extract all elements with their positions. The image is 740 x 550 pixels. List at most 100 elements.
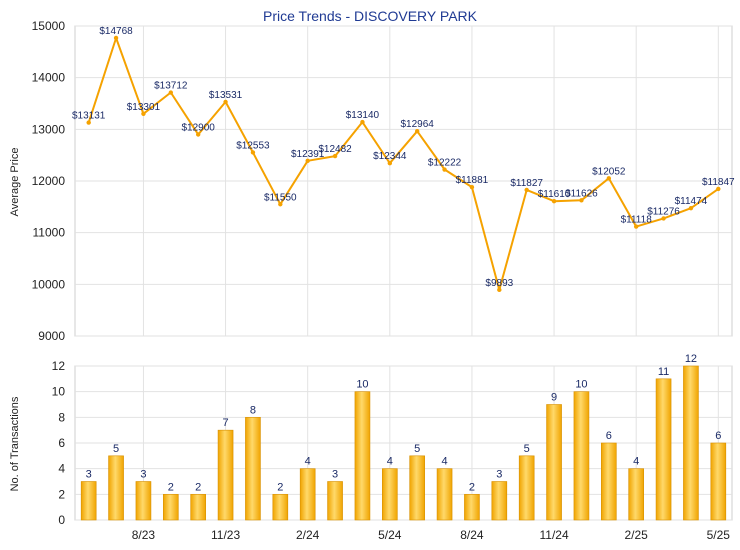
price-y-tick-label: 9000 [38,329,65,343]
price-data-label: $12482 [318,144,352,155]
transactions-bar [135,481,152,521]
price-gridlines: 9000 10000 11000 12000 13000 14000 15000 [32,19,733,343]
transactions-data-label: 3 [332,469,338,481]
transactions-data-label: 5 [524,443,530,455]
price-point [86,120,91,125]
price-data-label: $11550 [264,192,297,203]
price-data-label: $12553 [236,140,270,151]
x-tick-label: 11/24 [539,528,568,542]
price-point [223,99,228,105]
x-tick-label: 2/25 [625,528,649,542]
price-y-tick-label: 13000 [32,122,66,136]
transactions-bar [354,391,371,521]
transactions-data-label: 11 [658,366,669,378]
price-data-label: $11474 [675,196,708,207]
price-data-label: $14768 [99,26,133,37]
transactions-y-tick-label: 12 [52,359,66,373]
transactions-bar [601,442,617,521]
price-axis-title: Average Price [9,148,21,217]
transactions-y-tick-label: 2 [58,487,65,501]
price-point [414,128,420,134]
price-data-label: $13140 [346,110,380,121]
transactions-data-label: 10 [356,379,368,391]
price-data-label: $12052 [592,166,626,177]
transactions-bar [655,378,672,521]
transactions-y-tick-label: 10 [52,385,66,399]
price-data-label: $12391 [291,149,325,160]
price-y-tick-label: 10000 [32,277,66,291]
price-data-label: $13131 [72,111,106,122]
transactions-data-label: 4 [633,456,639,468]
transactions-data-label: 4 [387,456,393,468]
price-point [168,90,174,95]
transactions-data-label: 10 [575,379,587,391]
price-data-label: $12900 [182,123,216,134]
transactions-bar [710,442,727,521]
transactions-bar [409,455,425,521]
transactions-data-label: 7 [223,417,229,429]
price-y-tick-label: 11000 [33,226,66,240]
price-point [360,119,365,125]
transactions-bar [436,468,453,521]
price-point [278,202,283,207]
price-data-label: $11276 [647,206,680,217]
price-data-label: $11827 [510,178,543,189]
transactions-bar [80,481,97,521]
price-y-tick-label: 14000 [32,71,66,85]
price-data-label: $12222 [428,158,462,169]
price-point [195,132,201,137]
price-point [716,186,721,192]
transactions-bar [272,494,289,521]
price-point [469,184,475,190]
price-point [387,161,393,166]
price-data-label: $11881 [456,175,489,186]
transactions-bar [382,468,398,521]
price-point [524,187,529,193]
x-tick-label: 11/23 [211,528,240,542]
price-line-plot: $13131 $14768 $13301 $13712 $12900 $13531 $125… [72,26,735,293]
transactions-bar [518,455,535,521]
price-data-label: $13712 [154,81,188,92]
price-point [250,150,256,155]
transactions-data-label: 4 [305,456,311,468]
price-point [113,35,119,41]
chart-title: Price Trends - DISCOVERY PARK [263,8,478,24]
transactions-bar [491,481,508,521]
transactions-bar [108,455,124,521]
transactions-y-tick-label: 4 [58,462,65,476]
transactions-y-tick-label: 6 [58,436,65,450]
x-tick-label: 2/24 [296,528,320,542]
transactions-bar [573,391,590,521]
x-axis-ticks: 8/23 11/23 2/24 5/24 8/24 11/24 2/25 5/25 [132,528,731,542]
price-data-label: $11118 [621,215,653,226]
price-y-tick-label: 12000 [32,174,66,188]
transactions-bar [245,417,261,521]
x-tick-label: 5/24 [378,528,402,542]
transactions-data-label: 2 [277,481,283,493]
price-point [661,216,666,221]
price-point [606,176,612,181]
price-data-label: $12344 [373,151,407,162]
transactions-data-label: 2 [469,481,475,493]
x-tick-label: 8/23 [132,528,156,542]
transactions-data-label: 6 [606,430,612,442]
price-point [332,153,338,159]
transactions-y-tick-label: 0 [58,513,65,527]
transactions-data-label: 3 [496,469,502,481]
transactions-bar [163,494,179,521]
price-data-label: $12964 [401,119,435,130]
transactions-data-label: 2 [195,481,201,493]
transactions-bar [217,429,234,521]
price-point [633,224,639,229]
price-y-tick-label: 15000 [32,19,66,33]
price-point [497,287,502,293]
transactions-bar-plot: 3 5 3 2 2 7 8 2 4 3 10 4 5 4 2 3 5 9 10 6 4 11 12 6 [80,353,727,521]
price-data-label: $11610 [538,189,571,200]
transactions-y-tick-label: 8 [58,410,65,424]
transactions-bar [546,404,562,521]
transactions-data-label: 3 [86,469,92,481]
price-point [579,198,584,203]
transactions-data-label: 8 [250,404,256,416]
price-data-label: $11626 [565,188,598,199]
